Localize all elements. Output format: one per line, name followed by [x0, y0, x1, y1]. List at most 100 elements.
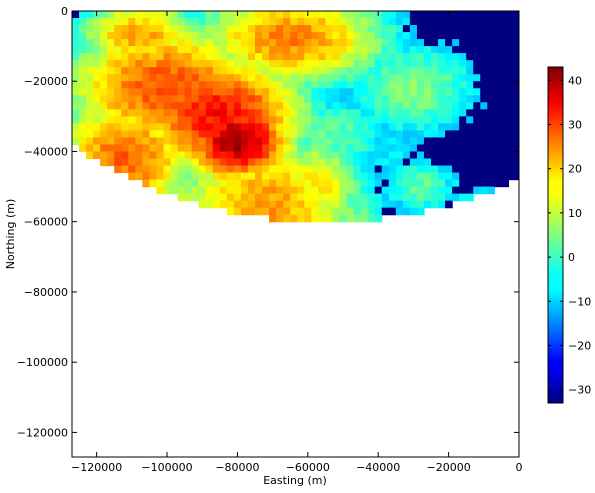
heatmap-cell — [395, 165, 404, 174]
heatmap-cell — [487, 130, 495, 139]
heatmap-cell — [283, 74, 291, 82]
heatmap-cell — [346, 109, 355, 117]
heatmap-cell — [247, 32, 256, 40]
heatmap-cell — [445, 151, 453, 160]
heatmap-cell — [86, 53, 94, 61]
heatmap-cell — [135, 74, 143, 82]
heatmap-cell — [318, 102, 327, 110]
heatmap-cell — [374, 60, 383, 68]
heatmap-cell — [402, 144, 411, 153]
heatmap-cell — [374, 88, 383, 96]
heatmap-cell — [360, 116, 369, 124]
heatmap-cell — [255, 179, 263, 188]
heatmap-cell — [262, 116, 270, 124]
heatmap-cell — [212, 81, 221, 89]
heatmap-cell — [438, 200, 446, 209]
heatmap-cell — [255, 60, 263, 68]
heatmap-cell — [367, 25, 376, 33]
heatmap-cell — [487, 11, 495, 19]
heatmap-cell — [177, 102, 186, 110]
heatmap-cell — [149, 179, 158, 188]
heatmap-cell — [360, 193, 369, 202]
heatmap-cell — [346, 172, 355, 181]
heatmap-cell — [226, 200, 235, 209]
heatmap-cell — [240, 200, 249, 209]
heatmap-cell — [494, 130, 502, 139]
heatmap-cell — [332, 81, 341, 89]
heatmap-cell — [297, 207, 305, 216]
heatmap-cell — [205, 102, 214, 110]
heatmap-cell — [374, 46, 383, 54]
heatmap-cell — [445, 116, 453, 124]
heatmap-cell — [276, 207, 284, 216]
heatmap-cell — [360, 165, 369, 174]
heatmap-cell — [149, 137, 158, 146]
heatmap-cell — [135, 130, 143, 139]
heatmap-cell — [402, 18, 411, 26]
heatmap-cell — [515, 158, 519, 167]
heatmap-cell — [198, 123, 207, 131]
heatmap-cell — [290, 207, 298, 216]
heatmap-cell — [233, 165, 242, 174]
heatmap-cell — [255, 81, 263, 89]
heatmap-cell — [262, 158, 270, 167]
heatmap-cell — [325, 144, 334, 153]
heatmap-cell — [374, 25, 383, 33]
heatmap-cell — [416, 32, 425, 40]
heatmap-cell — [72, 53, 80, 61]
heatmap-cell — [367, 81, 376, 89]
heatmap-cell — [247, 116, 256, 124]
heatmap-cell — [381, 165, 390, 174]
heatmap-cell — [262, 200, 270, 209]
heatmap-cell — [353, 46, 362, 54]
heatmap-cell — [212, 116, 221, 124]
heatmap-cell — [473, 137, 481, 146]
heatmap-cell — [262, 46, 270, 54]
heatmap-cell — [212, 88, 221, 96]
heatmap-cell — [276, 172, 284, 181]
heatmap-cell — [318, 32, 327, 40]
heatmap-cell — [381, 123, 390, 131]
heatmap-cell — [184, 151, 193, 160]
heatmap-cell — [381, 186, 390, 195]
heatmap-cell — [121, 74, 129, 82]
heatmap-cell — [353, 158, 362, 167]
heatmap-cell — [402, 193, 411, 202]
heatmap-cell — [156, 74, 165, 82]
heatmap-cell — [114, 18, 122, 26]
heatmap-cell — [416, 74, 425, 82]
heatmap-cell — [149, 11, 158, 19]
heatmap-cell — [191, 74, 200, 82]
heatmap-cell — [121, 130, 129, 139]
heatmap-cell — [445, 46, 453, 54]
heatmap-cell — [311, 18, 319, 26]
colorbar-tick-label: 0 — [568, 251, 575, 264]
heatmap-cell — [269, 74, 277, 82]
heatmap-cell — [466, 81, 474, 89]
heatmap-cell — [445, 81, 453, 89]
heatmap-cell — [156, 137, 165, 146]
heatmap-cell — [325, 102, 334, 110]
heatmap-cell — [487, 102, 495, 110]
heatmap-cell — [93, 116, 101, 124]
heatmap-cell — [325, 32, 334, 40]
heatmap-cell — [198, 116, 207, 124]
y-tick-label: −60000 — [24, 216, 68, 229]
heatmap-cell — [198, 109, 207, 117]
heatmap-cell — [381, 11, 390, 19]
heatmap-cell — [93, 25, 101, 33]
heatmap-cell — [381, 172, 390, 181]
heatmap-cell — [191, 186, 200, 195]
heatmap-cell — [339, 18, 348, 26]
heatmap-cell — [388, 158, 397, 167]
heatmap-cell — [93, 144, 101, 153]
heatmap-cell — [86, 60, 94, 68]
heatmap-cell — [409, 151, 418, 160]
heatmap-cell — [452, 39, 460, 47]
heatmap-cell — [395, 130, 404, 139]
heatmap-cell — [184, 193, 193, 202]
heatmap-cell — [205, 11, 214, 19]
heatmap-cell — [332, 95, 341, 103]
heatmap-cell — [170, 116, 179, 124]
heatmap-cell — [445, 186, 453, 195]
